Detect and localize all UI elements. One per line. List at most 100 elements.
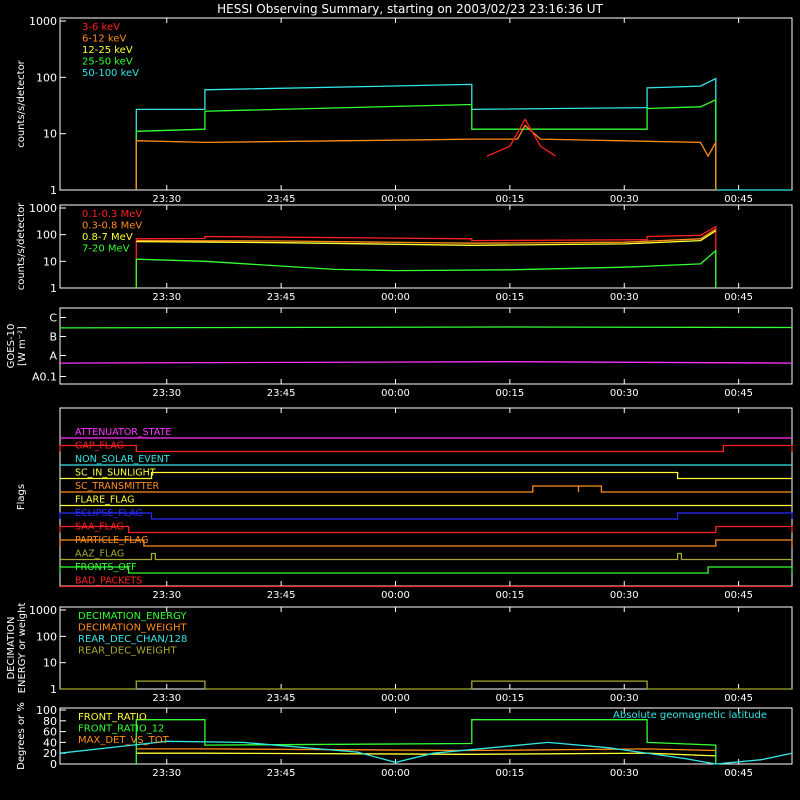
flags-time-tick-label: 23:45 <box>267 590 296 601</box>
panel5-ytick-label: 1 <box>50 683 57 696</box>
panel3-time-tick-label: 00:15 <box>495 388 524 399</box>
panel2-time-tick-label: 00:45 <box>724 292 753 303</box>
panel3-ytick-label: A0.1 <box>32 371 57 384</box>
panel5-series-rear-dec-weight <box>60 680 792 690</box>
panel3-time-tick-label: 00:00 <box>381 388 410 399</box>
flag-trace-fronts-off <box>59 566 793 574</box>
panel2-ytick-label: 1 <box>50 282 57 295</box>
panel1-ytick-label: 100 <box>36 71 57 84</box>
panel5-legend-entry: REAR_DEC_WEIGHT <box>78 646 177 657</box>
panel1-series-50-100-kev <box>135 77 792 191</box>
panel5-time-tick-label: 00:00 <box>381 693 410 704</box>
panel2-series-7-20-mev <box>135 249 717 288</box>
panel6-ytick-label: 100 <box>36 704 57 717</box>
panel2-time-tick-label: 23:30 <box>152 292 181 303</box>
flag-label-attenuator-state: ATTENUATOR_STATE <box>75 427 171 438</box>
panel1-legend-entry: 6-12 keV <box>82 34 126 45</box>
panel2-time-tick-label: 00:15 <box>495 292 524 303</box>
panel1-legend-entry: 12-25 keV <box>82 45 133 56</box>
panel2-frame <box>59 204 793 289</box>
panel2-ytick-label: 100 <box>36 229 57 242</box>
panel3-series-goes-short <box>59 361 793 364</box>
panel6-ytick-label: 0 <box>50 758 57 771</box>
panel1-time-tick-label: 00:30 <box>610 194 639 205</box>
panel2-series-0-1-0-3-mev <box>135 225 717 288</box>
panel3-frame <box>59 307 793 385</box>
flag-trace-sc-transmitter <box>60 485 792 493</box>
panel6-legend-entry: FRONT_RATIO_12 <box>78 724 164 735</box>
panel6-ytick-label: 80 <box>43 715 57 728</box>
panel6-ytick-label: 20 <box>43 747 57 760</box>
panel1-legend-entry: 3-6 keV <box>82 22 120 33</box>
panel5-legend-entry: DECIMATION_ENERGY <box>78 611 187 622</box>
panel2-time-tick-label: 23:45 <box>267 292 296 303</box>
flag-trace-aaz-flag <box>60 552 792 561</box>
panel5-time-tick-label: 23:30 <box>152 693 181 704</box>
panel1-series-3-6-kev <box>486 117 556 157</box>
panel1-legend-entry: 50-100 keV <box>82 68 139 79</box>
panel6-time-tick-label: 00:15 <box>495 768 524 779</box>
panel2-time-tick-label: 00:30 <box>610 292 639 303</box>
flags-time-tick-label: 00:15 <box>495 590 524 601</box>
panel6-time-tick-label: 00:00 <box>381 768 410 779</box>
panel1-series-6-12-kev <box>135 124 717 190</box>
panel6-series-front-ratio-12 <box>135 719 717 764</box>
panel5-legend-entry: REAR_DEC_CHAN/128 <box>78 634 187 645</box>
panel2-legend-entry: 0.8-7 MeV <box>82 232 133 243</box>
panel2-ylabel: counts/s/detector <box>16 202 27 290</box>
flag-trace-gap-flag <box>59 444 793 453</box>
panel1-time-tick-label: 00:15 <box>495 194 524 205</box>
panel2-legend-entry: 7-20 MeV <box>82 244 130 255</box>
panel1-ytick-label: 1000 <box>29 15 57 28</box>
panel3-time-tick-label: 00:30 <box>610 388 639 399</box>
panel5-ytick-label: 1000 <box>29 604 57 617</box>
panel3-ytick-label: A <box>49 350 57 363</box>
panel1-time-tick-label: 23:45 <box>267 194 296 205</box>
panel3-time-tick-label: 00:45 <box>724 388 753 399</box>
panel6-time-tick-label: 00:30 <box>610 768 639 779</box>
panel1-legend-entry: 25-50 keV <box>82 57 133 68</box>
flag-label-bad-packets: BAD_PACKETS <box>75 576 142 587</box>
panel5-ylabel: DECIMATION <box>6 616 17 679</box>
panel3-time-tick-label: 23:30 <box>152 388 181 399</box>
flag-trace-sc-in-sunlight <box>60 471 792 480</box>
panel5-time-tick-label: 23:45 <box>267 693 296 704</box>
panel5-time-tick-label: 00:45 <box>724 693 753 704</box>
flags-time-tick-label: 00:30 <box>610 590 639 601</box>
panel2-ytick-label: 10 <box>43 255 57 268</box>
panel3-time-tick-label: 23:45 <box>267 388 296 399</box>
panel1-time-tick-label: 00:00 <box>381 194 410 205</box>
flag-label-sc-transmitter: SC_TRANSMITTER <box>75 481 160 492</box>
panel6-ytick-label: 60 <box>43 726 57 739</box>
flags-ylabel: Flags <box>16 484 27 510</box>
panel6-time-tick-label: 00:45 <box>724 768 753 779</box>
flag-label-flare-flag: FLARE_FLAG <box>75 495 135 506</box>
panel1-time-tick-label: 23:30 <box>152 194 181 205</box>
flag-label-sc-in-sunlight: SC_IN_SUNLIGHT <box>75 468 156 479</box>
panel2-legend-entry: 0.3-0.8 MeV <box>82 221 142 232</box>
panel5-ylabel2: ENERGY or weight <box>17 603 28 694</box>
panel6-frame <box>59 707 793 765</box>
flag-trace-eclipse-flag <box>59 512 793 520</box>
panel2-legend-entry: 0.1-0.3 MeV <box>82 209 142 220</box>
panel6-series-front-ratio <box>136 752 716 757</box>
panel5-ytick-label: 100 <box>36 630 57 643</box>
panel3-series-goes-long <box>59 326 793 329</box>
flag-trace-saa-flag <box>59 525 793 534</box>
panel5-legend-entry: DECIMATION_WEIGHT <box>78 623 187 634</box>
panel2-time-tick-label: 00:00 <box>381 292 410 303</box>
panel6-time-tick-label: 23:45 <box>267 768 296 779</box>
panel6-legend-right: Absolute geomagnetic latitude <box>613 710 767 721</box>
panel3-ytick-label: B <box>49 331 57 344</box>
panel6-time-tick-label: 23:30 <box>152 768 181 779</box>
panel6-legend-entry: MAX_DET_VS_TOT <box>78 735 170 746</box>
panel6-series-max-det-vs-tot <box>136 748 716 752</box>
panel2-series-0-3-0-8-mev <box>136 228 717 244</box>
panel3-ytick-label: C <box>49 312 57 325</box>
flag-label-aaz-flag: AAZ_FLAG <box>75 549 124 560</box>
figure-title: HESSI Observing Summary, starting on 200… <box>217 2 603 16</box>
panel6-ylabel: Degrees or % <box>16 702 27 770</box>
flag-trace-particle-flag <box>59 539 793 547</box>
panel2-ytick-label: 1000 <box>29 202 57 215</box>
